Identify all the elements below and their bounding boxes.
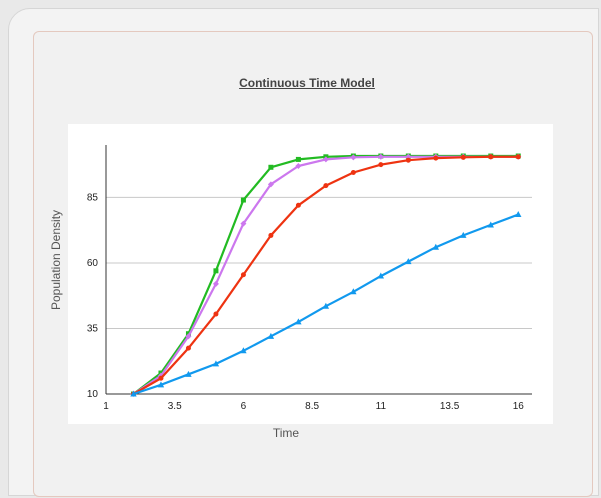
series-2-point-8 bbox=[322, 156, 329, 163]
series-1-point-6 bbox=[268, 164, 274, 170]
series-3-point-12 bbox=[433, 155, 439, 161]
series-1 bbox=[130, 153, 521, 397]
series-3-point-8 bbox=[323, 183, 329, 189]
series-3-point-10 bbox=[378, 162, 384, 168]
x-tick-label-11: 11 bbox=[376, 401, 387, 412]
chart-title: Continuous Time Model bbox=[239, 76, 375, 90]
series-4-point-13 bbox=[460, 231, 467, 238]
series-4-point-14 bbox=[487, 221, 494, 228]
series-4-point-10 bbox=[377, 272, 385, 279]
x-tick-label-6: 6 bbox=[241, 401, 247, 412]
x-tick-label-3.5: 3.5 bbox=[168, 401, 182, 412]
series-3 bbox=[130, 154, 521, 397]
x-tick-label-8.5: 8.5 bbox=[305, 401, 319, 412]
series-4-point-6 bbox=[267, 332, 275, 339]
x-axis-label: Time bbox=[273, 426, 300, 440]
series-2-point-7 bbox=[295, 162, 302, 169]
series-4-point-7 bbox=[295, 318, 302, 325]
series-2 bbox=[130, 153, 522, 397]
y-tick-label-35: 35 bbox=[87, 323, 99, 334]
series-2-line bbox=[132, 155, 519, 395]
series-3-point-6 bbox=[268, 232, 274, 238]
series-4-point-5 bbox=[240, 347, 247, 354]
series-4 bbox=[130, 210, 522, 397]
y-tick-label-85: 85 bbox=[87, 192, 99, 203]
series-4-point-9 bbox=[350, 288, 357, 295]
series-3-point-13 bbox=[460, 154, 466, 160]
series-3-point-9 bbox=[350, 170, 356, 176]
series-1-point-7 bbox=[295, 156, 301, 162]
series-3-point-4 bbox=[213, 311, 219, 317]
series-4-point-1 bbox=[130, 390, 137, 397]
series-4-point-11 bbox=[405, 258, 412, 265]
series-4-point-3 bbox=[185, 370, 192, 377]
series-4-point-2 bbox=[157, 381, 165, 388]
x-tick-label-1: 1 bbox=[103, 401, 109, 412]
series-1-point-5 bbox=[240, 197, 246, 203]
series-3-point-7 bbox=[295, 202, 301, 208]
axes bbox=[105, 145, 532, 395]
series-4-point-8 bbox=[322, 302, 330, 309]
series-4-point-12 bbox=[432, 243, 440, 250]
series-3-point-15 bbox=[515, 154, 521, 160]
y-tick-label-10: 10 bbox=[87, 389, 99, 400]
series-4-point-15 bbox=[515, 210, 522, 217]
series-3-point-3 bbox=[185, 345, 191, 351]
series-2-point-5 bbox=[240, 220, 247, 227]
gridlines bbox=[106, 196, 532, 329]
series-2-point-10 bbox=[377, 153, 384, 160]
series-2-point-9 bbox=[350, 154, 357, 161]
y-tick-label-60: 60 bbox=[87, 258, 99, 269]
x-tick-label-16: 16 bbox=[513, 401, 525, 412]
series-2-point-3 bbox=[185, 333, 192, 340]
series-3-point-14 bbox=[488, 154, 494, 160]
series-1-line bbox=[132, 154, 519, 395]
series-3-point-11 bbox=[405, 157, 411, 163]
series-3-line bbox=[132, 155, 519, 395]
series-lines bbox=[130, 153, 522, 397]
series-4-point-4 bbox=[212, 360, 220, 367]
series-3-point-2 bbox=[158, 375, 164, 381]
series-3-point-5 bbox=[240, 272, 246, 278]
x-tick-label-13.5: 13.5 bbox=[440, 401, 460, 412]
plot-area-background bbox=[68, 124, 553, 424]
series-1-point-4 bbox=[213, 268, 219, 274]
series-2-point-4 bbox=[212, 280, 219, 287]
y-axis-label: Population Density bbox=[49, 210, 63, 310]
series-2-point-6 bbox=[267, 181, 274, 188]
